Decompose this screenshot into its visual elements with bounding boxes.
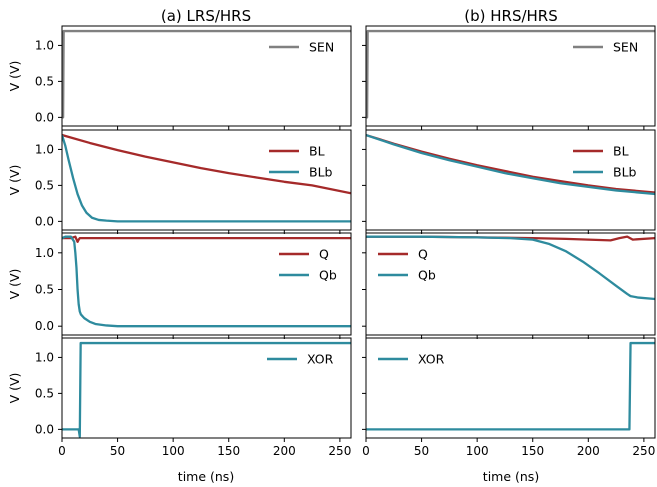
y-tick-label: 0.5 — [35, 283, 54, 297]
y-tick-label: 1.0 — [35, 350, 54, 364]
series-line-sen — [366, 29, 655, 119]
x-tick-label: 100 — [466, 444, 489, 458]
x-tick-label: 200 — [273, 444, 296, 458]
y-tick-label: 0.5 — [35, 386, 54, 400]
x-tick-label: 200 — [577, 444, 600, 458]
panel-1-2-frame — [365, 232, 656, 336]
series-line-bl — [366, 133, 655, 194]
legend-label-bl: BL — [309, 144, 325, 159]
xlabel-b: time (ns) — [483, 469, 539, 484]
legend-label-bl: BL — [613, 144, 629, 159]
series-line-qb — [62, 235, 351, 328]
y-tick-label: 0.0 — [35, 110, 54, 124]
series-line-sen — [62, 29, 351, 119]
legend-label-sen: SEN — [309, 40, 334, 55]
panel-1-0-frame — [365, 25, 656, 127]
xlabel-a: time (ns) — [178, 469, 234, 484]
x-tick-label: 50 — [110, 444, 125, 458]
y-tick-label: 0.0 — [35, 319, 54, 333]
series-line-bl — [62, 133, 351, 195]
x-tick-label: 100 — [162, 444, 185, 458]
legend-label-sen: SEN — [613, 40, 638, 55]
y-tick-label: 1.0 — [35, 38, 54, 52]
legend-label-xor: XOR — [307, 352, 334, 367]
y-tick-label: 1.0 — [35, 142, 54, 156]
legend-label-qb: Qb — [418, 268, 436, 283]
legend-label-blb: BLb — [309, 165, 333, 180]
x-tick-label: 250 — [328, 444, 351, 458]
series-line-blb — [366, 133, 655, 196]
legend-label-q: Q — [319, 247, 329, 262]
x-tick-label: 0 — [58, 444, 66, 458]
y-tick-label: 0.5 — [35, 74, 54, 88]
panel-0-0-frame — [61, 25, 352, 127]
series-line-q — [62, 235, 351, 243]
legend-label-xor: XOR — [418, 352, 445, 367]
y-axis-label: V (V) — [7, 61, 22, 92]
y-tick-label: 0.5 — [35, 178, 54, 192]
column-title-a: (a) LRS/HRS — [161, 7, 251, 25]
series-line-qb — [366, 235, 655, 301]
legend-label-qb: Qb — [319, 268, 337, 283]
y-axis-label: V (V) — [7, 269, 22, 300]
plot-area: 0.0 0.5 1.0 V (V) SEN 0.0 0.5 1.0 V (V) BL BLb 0.0 0… — [7, 25, 656, 458]
legend-label-blb: BLb — [613, 165, 637, 180]
series-line-xor — [62, 341, 351, 438]
panel-1-3-frame — [365, 337, 656, 439]
column-title-b: (b) HRS/HRS — [464, 7, 558, 25]
panel-0-1-frame — [61, 129, 352, 231]
x-tick-label: 150 — [521, 444, 544, 458]
x-tick-label: 250 — [632, 444, 655, 458]
y-tick-label: 0.0 — [35, 422, 54, 436]
panel-0-3-frame — [61, 337, 352, 439]
x-tick-label: 0 — [362, 444, 370, 458]
y-axis-label: V (V) — [7, 165, 22, 196]
y-tick-label: 1.0 — [35, 246, 54, 260]
y-tick-label: 0.0 — [35, 214, 54, 228]
y-axis-label: V (V) — [7, 373, 22, 404]
panel-1-1-frame — [365, 129, 656, 231]
series-line-xor — [366, 341, 655, 431]
legend-label-q: Q — [418, 247, 428, 262]
panel-0-2-frame — [61, 232, 352, 336]
series-line-blb — [62, 134, 351, 223]
x-tick-label: 150 — [217, 444, 240, 458]
x-tick-label: 50 — [414, 444, 429, 458]
